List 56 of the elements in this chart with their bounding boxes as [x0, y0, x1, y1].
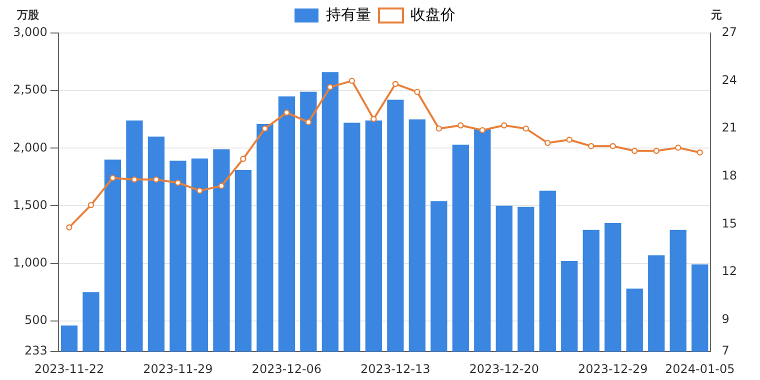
x-tick-label: 2023-12-29 — [578, 362, 648, 376]
x-tick-label: 2023-11-29 — [143, 362, 213, 376]
point — [196, 188, 203, 194]
point — [588, 143, 594, 150]
legend-label: 收盘价 — [410, 5, 456, 24]
y-tick-label: 2,500 — [12, 82, 48, 97]
point — [522, 125, 529, 132]
legend-label: 持有量 — [326, 5, 371, 24]
y-axis-title: 万股 — [16, 8, 40, 22]
point — [675, 144, 682, 151]
y2-tick-label: 27 — [722, 25, 738, 40]
y-tick-label: 500 — [24, 312, 48, 327]
y2-tick-label: 12 — [722, 264, 738, 278]
y-tick-label: 1,500 — [12, 198, 48, 212]
y2-tick-label: 9 — [722, 312, 730, 326]
y2-tick-label: 7 — [722, 344, 730, 358]
point — [284, 110, 290, 116]
point — [110, 174, 116, 182]
x-tick-label: 2023-11-22 — [34, 362, 104, 376]
y-tick-label: 2,000 — [12, 140, 48, 154]
point — [370, 116, 377, 122]
x-tick-label: 2023-12-13 — [360, 362, 430, 376]
x-tick-label: 2024-01-05 — [664, 362, 735, 376]
y2-axis-title: 元 — [710, 8, 722, 22]
y-tick-label: 1,000 — [12, 255, 48, 270]
point — [218, 182, 225, 190]
point — [696, 149, 703, 156]
point — [240, 156, 246, 162]
point — [88, 202, 94, 208]
y2-tick-label: 15 — [722, 216, 738, 230]
point — [262, 125, 268, 132]
y2-tick-label: 24 — [722, 72, 738, 87]
point — [610, 143, 616, 150]
point — [436, 125, 442, 132]
point — [327, 84, 334, 90]
point — [566, 136, 572, 143]
point — [66, 224, 72, 230]
y-tick-label: 233 — [24, 344, 48, 358]
point — [653, 148, 660, 154]
point — [632, 148, 638, 154]
point — [392, 80, 399, 88]
point — [414, 88, 420, 96]
point — [544, 140, 551, 146]
point — [174, 180, 182, 186]
x-tick-label: 2023-12-20 — [469, 362, 540, 376]
point — [479, 127, 486, 134]
x-tick-label: 2023-12-06 — [252, 362, 322, 376]
y-tick-label: 3,000 — [12, 25, 48, 40]
point — [458, 122, 464, 128]
point — [131, 176, 138, 183]
point — [153, 176, 160, 183]
point — [348, 78, 356, 84]
point — [501, 122, 508, 128]
point — [305, 119, 312, 126]
y2-tick-label: 21 — [722, 120, 738, 135]
y2-tick-label: 18 — [722, 168, 738, 182]
